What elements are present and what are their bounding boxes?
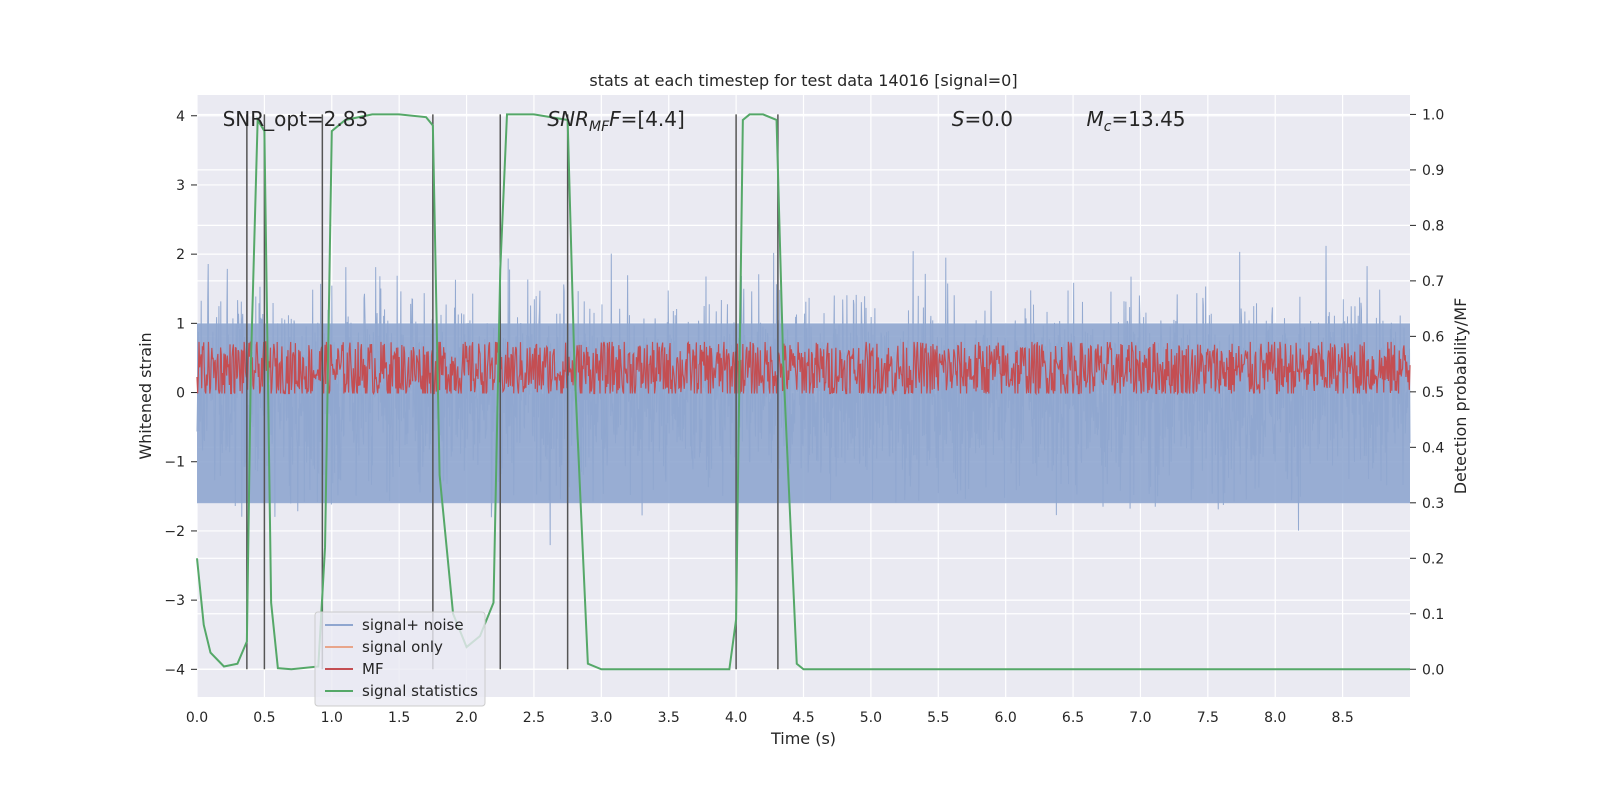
series-mf — [196, 340, 1411, 396]
annotation-mc: Mc=13.45 — [1087, 107, 1186, 135]
y-tick-label-right: 0.4 — [1422, 440, 1444, 456]
y-tick-label-right: 0.8 — [1422, 218, 1444, 234]
annotation-mc-main: M — [1087, 107, 1104, 131]
tick-labels: 0.0 0.5 1.0 1.5 2.0 2.5 3.0 3.5 4.0 4.5 5.0 5.5 6.0 6… — [164, 107, 1444, 726]
y-tick-label-right: 0.7 — [1422, 274, 1444, 290]
legend-label-signal-only: signal only — [362, 638, 443, 656]
x-tick-label: 8.5 — [1331, 710, 1353, 726]
x-tick-label: 7.0 — [1129, 710, 1151, 726]
y-tick-label-right: 0.2 — [1422, 551, 1444, 567]
x-tick-label: 2.5 — [523, 710, 545, 726]
x-tick-label: 1.5 — [388, 710, 410, 726]
legend-label-signal-statistics: signal statistics — [362, 682, 478, 700]
annotation-s: S=0.0 — [952, 107, 1013, 131]
y-axis-label-right: Detection probability/MF — [1451, 298, 1470, 495]
x-tick-label: 2.0 — [455, 710, 477, 726]
annotation-snr-mf-f: F — [609, 107, 621, 131]
x-tick-label: 6.5 — [1062, 710, 1084, 726]
y-tick-label-left: 2 — [176, 247, 185, 263]
y-tick-label-left: 1 — [176, 316, 185, 332]
annotation-snr-mf-main: SNR — [547, 107, 589, 131]
y-tick-label-left: −2 — [164, 524, 185, 540]
annotation-mc-sub: c — [1104, 119, 1112, 135]
x-tick-label: 3.5 — [658, 710, 680, 726]
annotation-snr-opt: SNR_opt=2.83 — [223, 107, 369, 131]
x-tick-label: 3.0 — [590, 710, 612, 726]
y-tick-label-left: −3 — [164, 593, 185, 609]
legend-box — [314, 611, 486, 707]
annotation-s-value: =0.0 — [964, 107, 1013, 131]
signal-noise-core-band — [197, 323, 1410, 504]
y-tick-label-left: −4 — [164, 662, 185, 678]
y-tick-label-right: 0.5 — [1422, 385, 1444, 401]
chart-title: stats at each timestep for test data 140… — [589, 71, 1017, 90]
x-axis-label: Time (s) — [770, 729, 836, 748]
annotation-mc-value: =13.45 — [1112, 107, 1186, 131]
y-tick-label-right: 0.3 — [1422, 496, 1444, 512]
y-tick-label-left: 3 — [176, 178, 185, 194]
y-tick-label-right: 0.9 — [1422, 163, 1444, 179]
y-axis-label-left: Whitened strain — [136, 332, 155, 459]
y-tick-label-left: −1 — [164, 455, 185, 471]
x-tick-label: 1.0 — [321, 710, 343, 726]
legend: signal+ noise signal only MF signal stat… — [314, 611, 486, 707]
mf-line — [196, 340, 1411, 396]
x-tick-label: 5.0 — [860, 710, 882, 726]
y-tick-label-left: 4 — [176, 109, 185, 125]
x-tick-label: 0.0 — [186, 710, 208, 726]
legend-label-mf: MF — [362, 660, 384, 678]
y-tick-label-right: 0.0 — [1422, 662, 1444, 678]
y-tick-label-right: 1.0 — [1422, 107, 1444, 123]
annotation-snr-mf-value: =[4.4] — [621, 107, 685, 131]
x-tick-label: 8.0 — [1264, 710, 1286, 726]
x-tick-label: 5.5 — [927, 710, 949, 726]
x-tick-label: 7.5 — [1197, 710, 1219, 726]
legend-label-signal-noise: signal+ noise — [362, 616, 464, 634]
x-tick-label: 4.5 — [792, 710, 814, 726]
annotation-s-var: S — [952, 107, 965, 131]
y-tick-label-right: 0.1 — [1422, 607, 1444, 623]
x-tick-label: 4.0 — [725, 710, 747, 726]
y-tick-label-right: 0.6 — [1422, 329, 1444, 345]
annotation-snr-mf-sub: MF — [589, 119, 610, 135]
y-tick-label-left: 0 — [176, 386, 185, 402]
annotation-snr-mf: SNRMFF=[4.4] — [547, 107, 684, 135]
x-tick-label: 0.5 — [253, 710, 275, 726]
x-tick-label: 6.0 — [995, 710, 1017, 726]
